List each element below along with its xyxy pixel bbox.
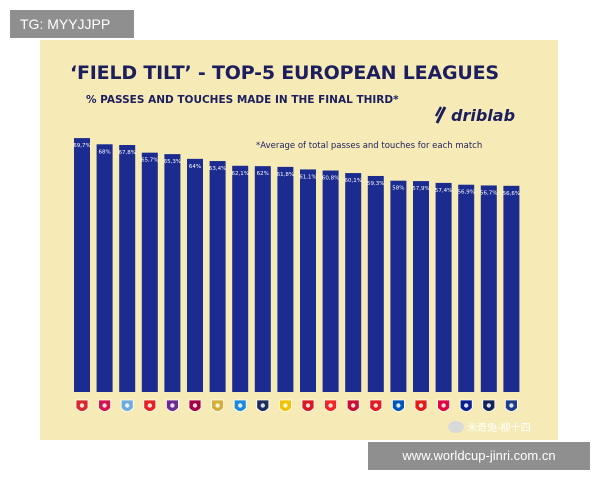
bar-11 [300,169,316,392]
bar-value-label-16: 57,9% [412,186,429,192]
bar-value-label-4: 65,7% [141,158,158,164]
real-madrid-crest [211,399,224,412]
bar-value-label-2: 68% [98,149,110,155]
tottenham-crest [482,399,496,412]
barcelona-crest [188,399,202,412]
bar-value-label-6: 64% [189,164,201,170]
monaco-crest [369,399,383,412]
telegram-handle-badge: TG: MYYJJPP [10,10,134,38]
site-url-badge: www.worldcup-jinri.com.cn [368,442,590,470]
chart-subtitle: % PASSES AND TOUCHES MADE IN THE FINAL T… [86,94,399,106]
bar-value-label-20: 56,6% [503,191,520,197]
watermark-text: 米奇兔-柳十四 [467,423,531,434]
bar-19 [480,185,497,392]
bar-value-label-10: 61,8% [277,172,294,178]
rb-leipzig-crest [437,399,450,412]
inter-crest [459,399,473,412]
chart-footnote: *Average of total passes and touches for… [256,141,483,151]
bar-2 [96,144,113,392]
liverpool-crest [346,399,360,412]
arsenal-crest [75,399,89,412]
bar-9 [254,166,271,392]
bar-14 [367,175,384,392]
brand-name: driblab [451,105,516,125]
bayern-crest [98,399,111,412]
bar-17 [435,182,452,392]
bar-value-label-14: 59,3% [367,181,384,187]
bar-value-label-12: 60,8% [322,176,339,182]
bar-value-label-7: 63,4% [209,166,226,172]
bar-1 [74,138,90,392]
leverkusen-crest [143,399,157,412]
psg-crest [256,399,270,412]
bar-15 [390,180,407,392]
weibo-watermark: 米奇兔-柳十四 [448,419,531,434]
bar-20 [503,185,520,392]
weibo-icon [448,420,464,433]
bar-18 [458,184,475,392]
bar-6 [187,158,203,392]
bar-value-label-18: 56,9% [457,190,474,196]
bar-7 [209,161,226,392]
athletic-crest [324,399,337,412]
bar-13 [345,173,362,392]
bar-4 [141,152,158,392]
driblab-logo: driblab [435,104,515,126]
bar-value-label-8: 62,1% [231,171,248,177]
sevilla-crest [301,399,315,412]
lille-crest [414,399,428,412]
bar-8 [232,165,249,392]
bar-16 [413,181,429,392]
bar-value-label-11: 61,1% [299,174,316,180]
bar-value-label-17: 57,4% [435,188,452,194]
bar-value-label-19: 56,7% [480,190,497,196]
lens-crest [279,399,292,412]
bar-value-label-9: 62% [257,171,269,177]
bar-value-label-5: 65,3% [164,159,181,165]
man-city-crest [120,399,134,412]
brighton-crest [392,399,405,412]
bar-3 [119,145,136,392]
chart-poster: ‘FIELD TILT’ - TOP-5 EUROPEAN LEAGUES % … [40,40,558,440]
bar-5 [164,154,181,392]
lyon-crest [505,399,518,412]
bar-value-label-1: 69,7% [73,143,90,149]
bar-12 [322,170,339,392]
chart-title: ‘FIELD TILT’ - TOP-5 EUROPEAN LEAGUES [70,62,499,84]
bar-chart: 69,7% 68% 67,8% 65,7% 65,3% 64% 63,4% 62,1% 62% 6… [73,138,520,412]
driblab-mark-icon [435,106,447,124]
bar-value-label-3: 67,8% [118,150,135,156]
napoli-crest [233,399,247,412]
bar-value-label-13: 60,1% [344,178,361,184]
fiorentina-crest [166,399,179,412]
bar-10 [277,166,294,392]
bar-value-label-15: 58% [392,186,404,192]
